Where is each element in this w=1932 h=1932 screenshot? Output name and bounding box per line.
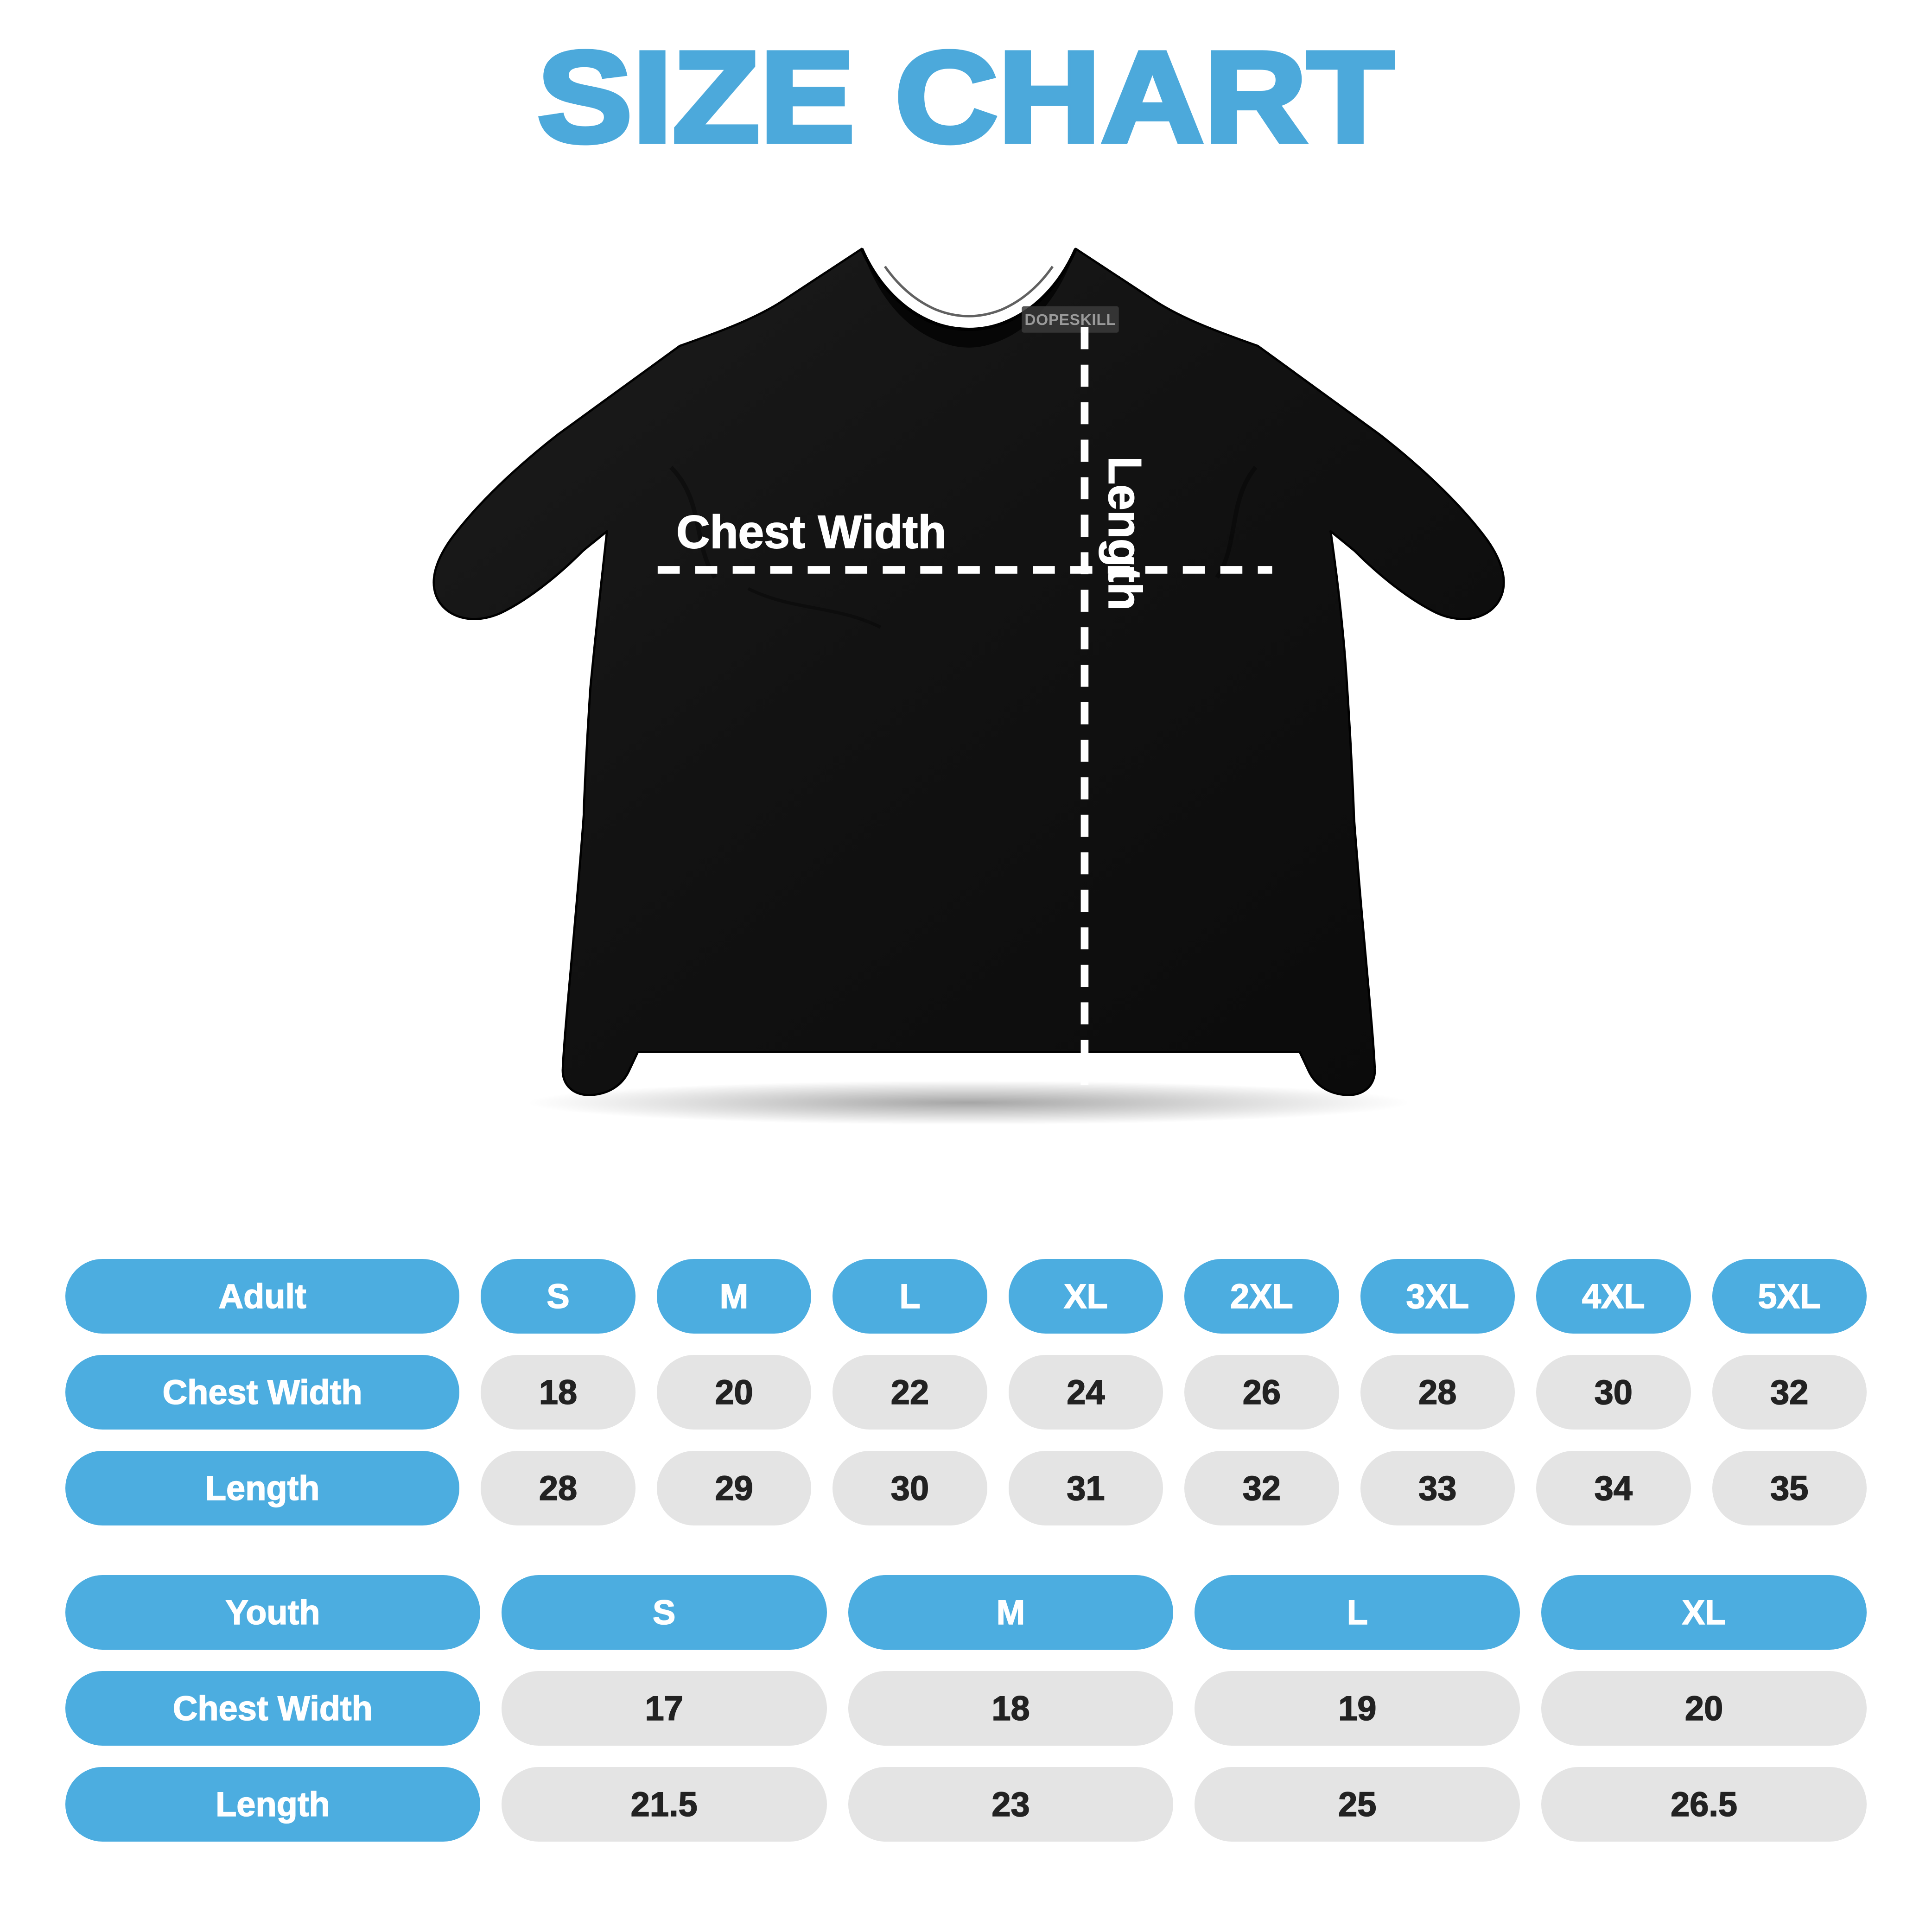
svg-text:DOPESKILL: DOPESKILL	[1024, 311, 1116, 329]
svg-text:Length: Length	[1099, 456, 1150, 610]
svg-text:Chest Width: Chest Width	[676, 507, 946, 558]
